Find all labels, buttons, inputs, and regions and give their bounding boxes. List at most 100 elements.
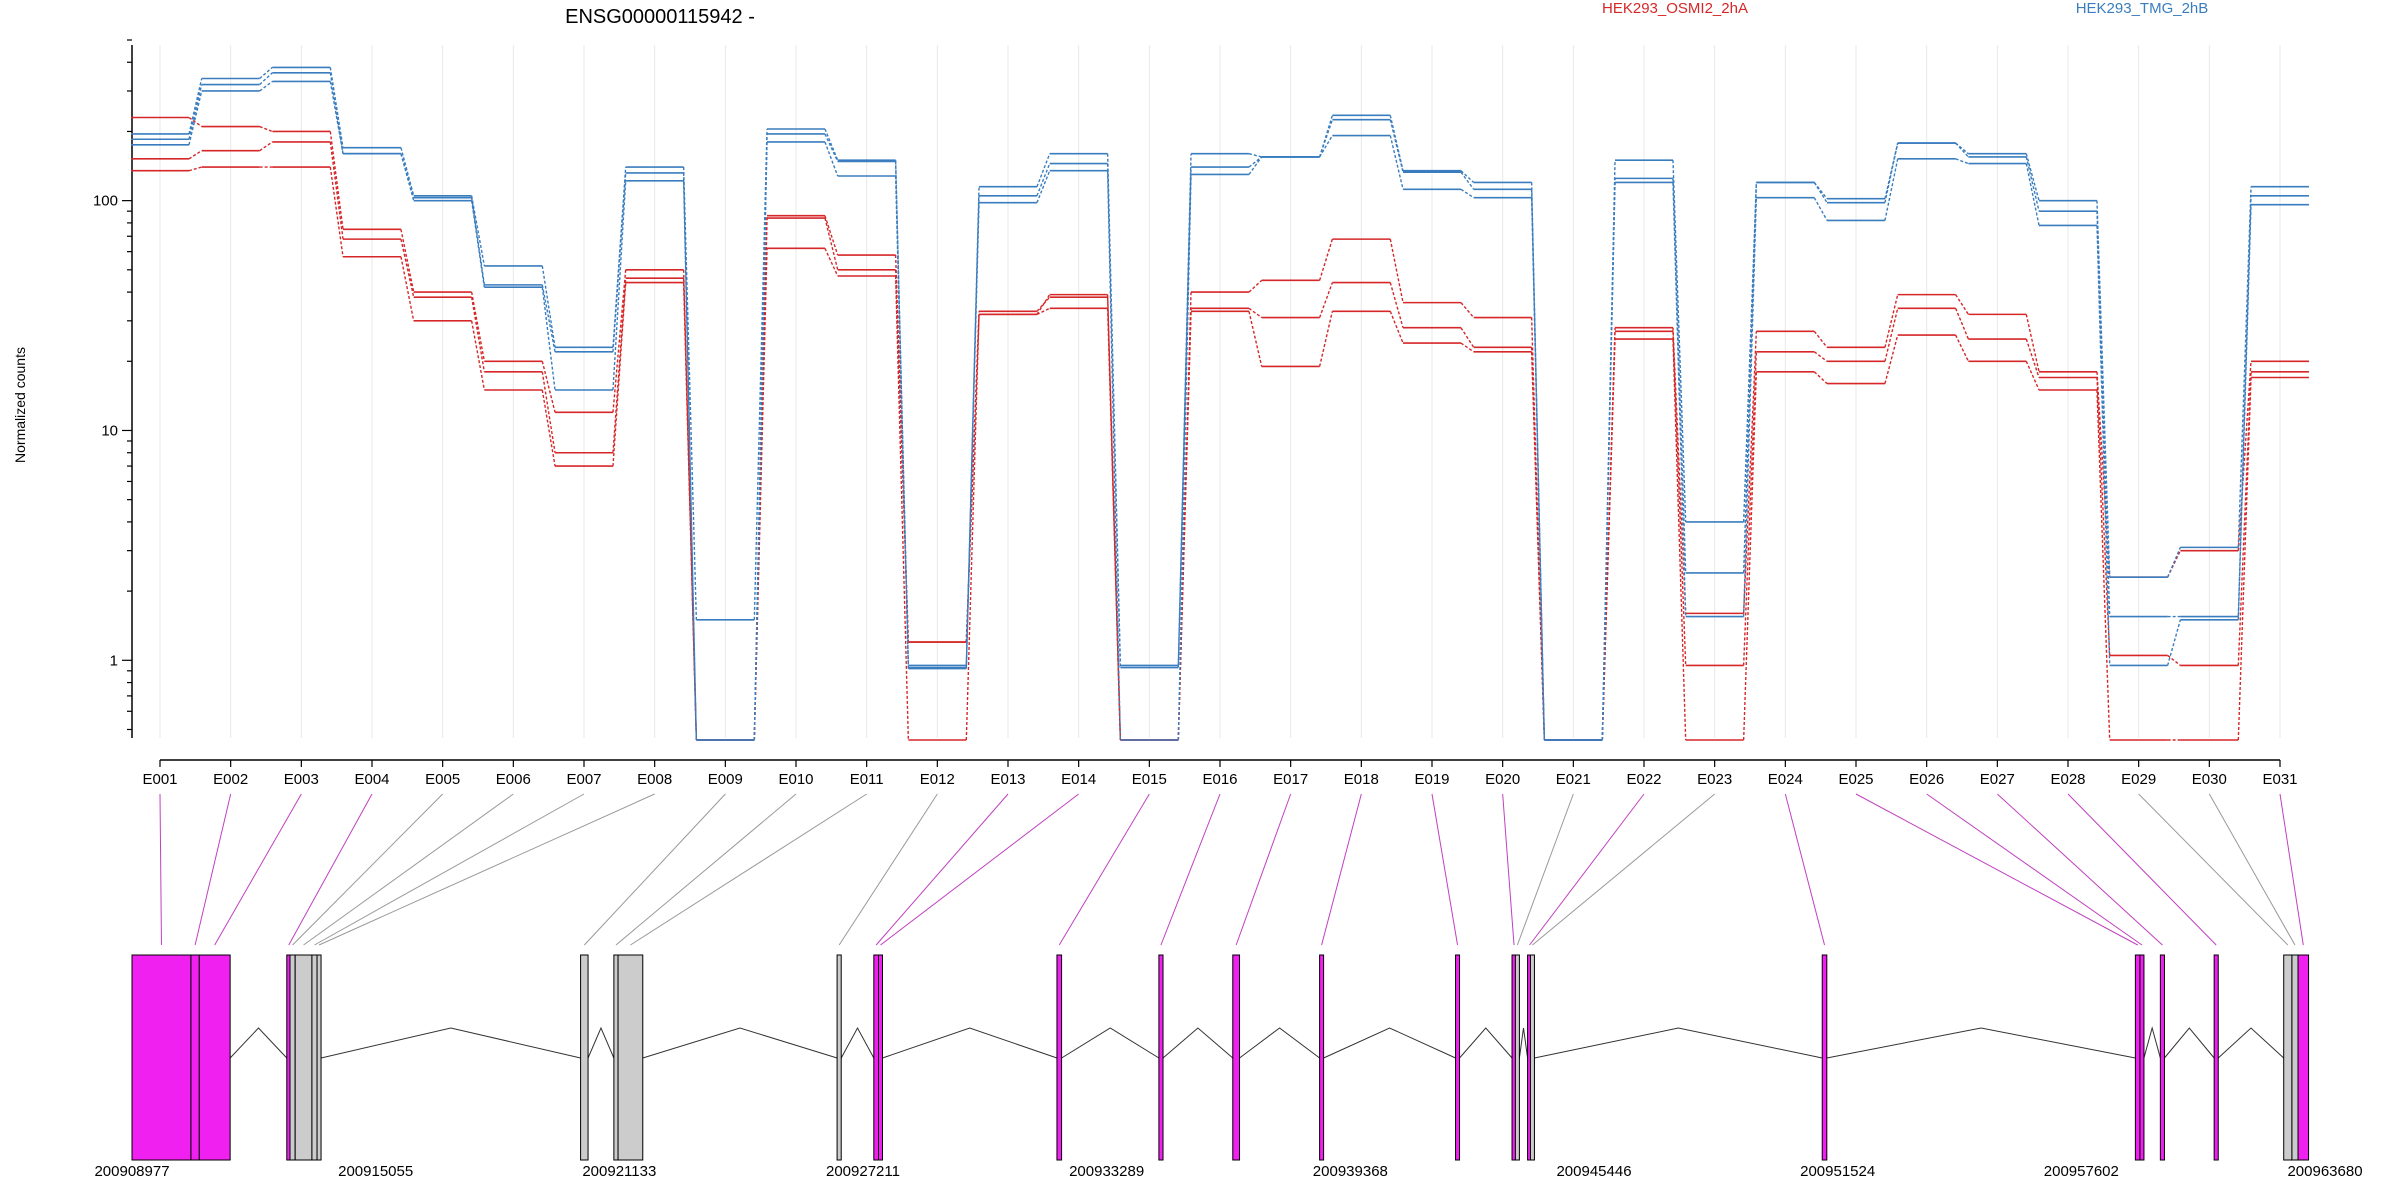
series-connector	[1177, 174, 1192, 741]
connector-E007	[314, 793, 585, 946]
series-connector	[1672, 327, 1687, 614]
series-connector	[682, 167, 698, 620]
connector-E026	[1926, 793, 2143, 946]
exon-box-E018	[1319, 954, 1325, 1161]
y-axis: 1 10 100	[93, 39, 133, 738]
intron-line	[2164, 1027, 2215, 1059]
series-connector	[1389, 115, 1404, 171]
series-connector	[1813, 351, 1828, 362]
x-tick-label-E020: E020	[1485, 771, 1520, 788]
series-connector	[188, 166, 202, 172]
series-connector	[1036, 294, 1051, 315]
series-connector	[1106, 308, 1122, 741]
genome-coord-label: 200939368	[1313, 1163, 1388, 1180]
exon-box-E012	[836, 954, 842, 1161]
series-connector	[1460, 342, 1475, 353]
series-connector	[1742, 182, 1758, 522]
x-tick-label-E024: E024	[1768, 771, 1803, 788]
exon-box-E002	[190, 954, 200, 1161]
series-connector	[259, 141, 273, 152]
connector-E011	[630, 793, 867, 946]
series-connector	[824, 248, 839, 277]
y-tick-label: 10	[101, 422, 118, 439]
exon-box-E030	[2291, 954, 2299, 1161]
connector-E008	[318, 793, 655, 946]
series-connector	[2096, 225, 2111, 666]
series-connector	[1248, 153, 1262, 158]
y-tick-label: 100	[93, 193, 118, 210]
connector-E022	[1529, 793, 1645, 946]
connector-E027	[1996, 793, 2163, 946]
series-connector	[824, 215, 839, 256]
x-tick-label-E027: E027	[1980, 771, 2015, 788]
series-connector	[1672, 160, 1687, 522]
exon-box-E006	[294, 954, 313, 1161]
connector-E005	[292, 793, 444, 946]
exon-box-E029	[2283, 954, 2293, 1161]
legend-tmg: HEK293_TMG_2hB	[2076, 0, 2209, 17]
x-tick-label-E005: E005	[425, 771, 460, 788]
connector-E015	[1058, 793, 1150, 946]
series-connector	[1884, 158, 1899, 221]
series-connector	[1460, 327, 1475, 348]
connector-E030	[2208, 793, 2296, 946]
exon-box-E015	[1056, 954, 1063, 1161]
intron-line	[2143, 1026, 2161, 1059]
connector-E002	[194, 793, 232, 946]
series-connector	[400, 256, 415, 321]
series-connector	[188, 150, 203, 160]
exon-connectors	[159, 793, 2304, 946]
intron-line	[840, 1026, 875, 1059]
x-tick-label-E015: E015	[1132, 771, 1167, 788]
series-connector	[470, 297, 486, 372]
series-connector	[1248, 156, 1263, 175]
genome-coord-label: 200908977	[94, 1163, 169, 1180]
series-connector	[2237, 186, 2252, 548]
x-tick-label-E010: E010	[778, 771, 813, 788]
connector-E003	[214, 793, 302, 946]
exon-box-E010	[613, 954, 619, 1161]
connector-E025	[1855, 793, 2138, 946]
chart-title: ENSG00000115942 -	[565, 6, 755, 28]
series-connector	[1460, 302, 1475, 318]
series-connector	[1389, 311, 1404, 344]
series-connector	[1318, 119, 1334, 158]
exon-box-E005	[289, 954, 296, 1161]
series-connector	[1177, 167, 1192, 668]
x-tick-label-E017: E017	[1273, 771, 1308, 788]
series-connector	[1672, 331, 1687, 666]
series-connector	[329, 72, 344, 154]
intron-line	[1518, 1027, 1529, 1059]
series-connector	[2025, 153, 2040, 201]
x-tick-label-E001: E001	[142, 771, 177, 788]
genome-coord-label: 200921133	[582, 1163, 656, 1180]
series-connector	[1248, 279, 1263, 293]
x-tick-label-E023: E023	[1697, 771, 1732, 788]
exon-box-E009	[580, 954, 589, 1161]
series-connector	[1389, 238, 1404, 303]
series-connector	[329, 141, 344, 240]
x-tick-label-E011: E011	[850, 771, 884, 788]
exon-box-E027	[2159, 954, 2165, 1161]
series-connector	[1955, 294, 1969, 315]
series-connector	[1884, 334, 1899, 384]
genome-coord-label: 200963680	[2287, 1163, 2362, 1180]
x-tick-label-E021: E021	[1556, 771, 1591, 788]
connector-E019	[1431, 793, 1459, 946]
exon-box-E001	[131, 954, 192, 1161]
series-connector	[2166, 547, 2182, 578]
series-connector	[2025, 338, 2040, 378]
x-tick-label-E025: E025	[1838, 771, 1873, 788]
series-connector	[541, 284, 556, 352]
series-connector	[1248, 156, 1263, 168]
series-connector	[2166, 619, 2182, 666]
connector-E028	[2067, 793, 2217, 946]
series-connector	[1742, 351, 1758, 666]
series-connector	[259, 125, 273, 133]
series-connector	[753, 248, 768, 741]
genome-coord-label: 200927211	[826, 1163, 900, 1180]
intron-line	[1826, 1027, 2136, 1059]
series-connector	[1672, 182, 1687, 617]
grid-lines	[159, 45, 2281, 738]
series-connector	[2025, 314, 2040, 372]
